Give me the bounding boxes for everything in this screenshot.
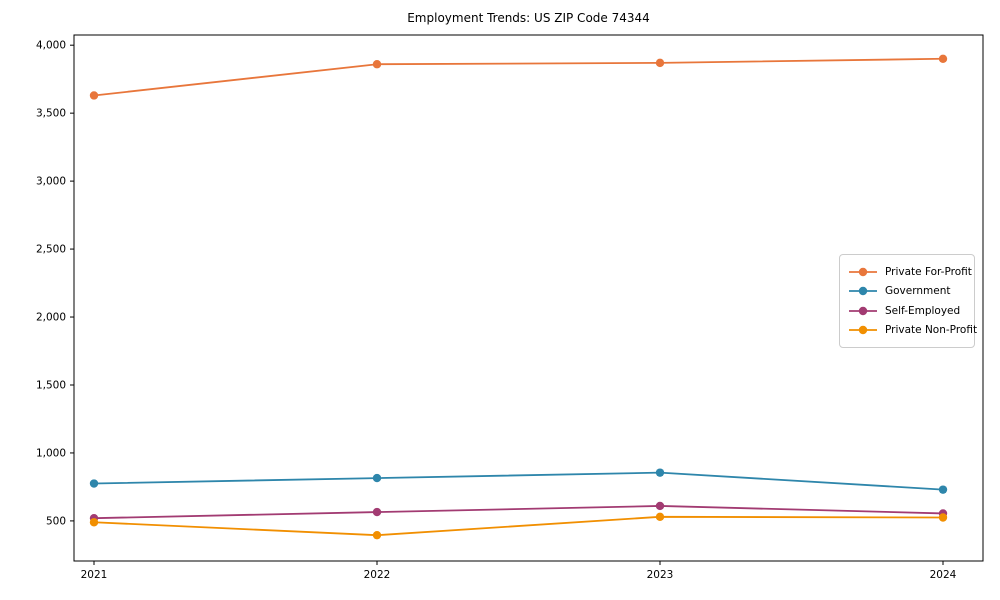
axes-frame [73,34,984,562]
legend-item-government: Government [848,282,965,302]
data-point-government [938,485,948,494]
x-axis-tick-label: 2021 [81,569,108,581]
legend-line-marker-icon [849,287,877,296]
legend-item-self-employed: Self-Employed [848,301,965,321]
x-axis-tick-label: 2022 [364,569,391,581]
legend-label: Private For-Profit [885,265,972,278]
legend-label: Government [885,285,951,298]
y-axis-tick-label: 4,000 [36,40,66,52]
data-point-self-employed [372,507,382,517]
y-axis-tick-label: 3,500 [36,108,66,120]
data-point-government [655,468,665,477]
series-line-government [93,471,944,491]
data-point-private-non-profit [655,512,665,522]
data-point-private-non-profit [938,513,948,522]
legend-line-marker-icon [849,306,877,315]
y-axis-tick-label: 2,000 [36,312,66,324]
legend: Private For-Profit Government Self-Employe… [839,254,977,348]
data-point-private-for-profit [938,54,948,63]
y-axis-tick-label: 3,000 [36,176,66,188]
y-axis-tick-label: 1,500 [36,379,66,391]
series-line-private-for-profit [93,57,944,97]
data-point-private-non-profit [372,530,382,540]
data-point-private-for-profit [655,58,665,68]
legend-line-marker-icon [849,267,877,276]
legend-item-private-non-profit: Private Non-Profit [848,321,977,341]
data-point-private-for-profit [372,60,382,69]
x-axis-tick-label: 2024 [930,569,957,581]
data-point-private-non-profit [89,518,99,527]
data-point-private-for-profit [89,91,99,100]
y-axis-tick-label: 1,000 [36,447,66,459]
series-line-self-employed [93,505,944,520]
legend-item-private-for-profit: Private For-Profit [848,262,972,282]
series-line-private-non-profit [93,515,944,537]
legend-label: Private Non-Profit [885,324,978,337]
y-axis-tick-label: 2,500 [36,244,66,256]
x-axis-tick-label: 2023 [647,569,674,581]
chart-title: Employment Trends: US ZIP Code 74344 [407,11,650,25]
legend-label: Self-Employed [885,304,961,317]
data-point-self-employed [655,501,665,511]
legend-line-marker-icon [849,326,877,335]
y-axis-tick-label: 500 [46,515,66,527]
data-point-government [89,479,99,488]
data-point-government [372,473,382,483]
